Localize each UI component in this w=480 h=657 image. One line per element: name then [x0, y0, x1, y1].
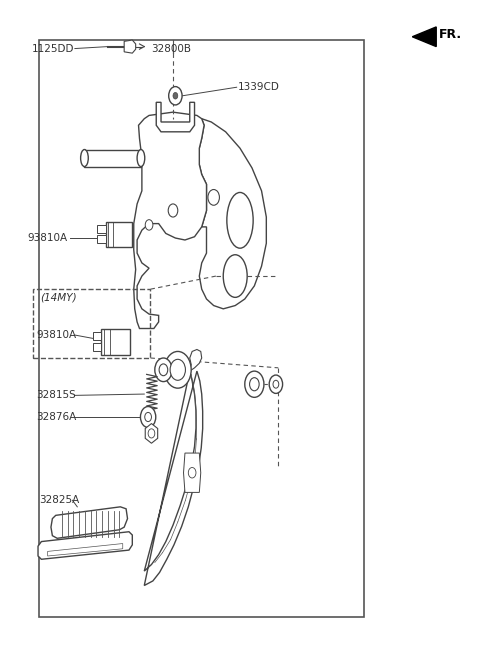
Text: 1125DD: 1125DD	[32, 43, 74, 54]
Circle shape	[273, 380, 279, 388]
Circle shape	[188, 468, 196, 478]
Polygon shape	[38, 532, 132, 559]
Circle shape	[159, 364, 168, 376]
Polygon shape	[124, 40, 136, 53]
Polygon shape	[183, 453, 201, 492]
Ellipse shape	[137, 150, 145, 167]
Circle shape	[269, 375, 283, 394]
Text: 93810A: 93810A	[36, 330, 77, 340]
Ellipse shape	[81, 150, 88, 167]
Polygon shape	[51, 507, 128, 538]
Text: 32800B: 32800B	[152, 43, 192, 54]
Circle shape	[145, 219, 153, 230]
Bar	[84, 150, 141, 167]
Circle shape	[170, 359, 185, 380]
Bar	[101, 328, 130, 355]
Polygon shape	[144, 371, 203, 585]
Circle shape	[148, 429, 155, 438]
Circle shape	[168, 204, 178, 217]
Text: 32825A: 32825A	[39, 495, 79, 505]
Circle shape	[164, 351, 191, 388]
Circle shape	[141, 407, 156, 428]
Bar	[39, 40, 364, 617]
Bar	[93, 343, 101, 351]
Ellipse shape	[227, 193, 253, 248]
Ellipse shape	[223, 255, 247, 298]
Text: (14MY): (14MY)	[40, 292, 77, 303]
Bar	[106, 221, 132, 246]
Circle shape	[245, 371, 264, 397]
Text: FR.: FR.	[439, 28, 462, 41]
Text: 93810A: 93810A	[27, 233, 67, 243]
Text: 1339CD: 1339CD	[238, 82, 279, 92]
Polygon shape	[199, 119, 266, 309]
Polygon shape	[145, 424, 157, 443]
Circle shape	[250, 378, 259, 391]
Polygon shape	[412, 27, 436, 47]
Bar	[93, 332, 101, 340]
Bar	[97, 225, 106, 233]
Bar	[33, 289, 151, 358]
Circle shape	[168, 87, 182, 105]
Polygon shape	[134, 112, 206, 328]
Bar	[97, 235, 106, 243]
Circle shape	[208, 189, 219, 205]
Polygon shape	[190, 350, 202, 371]
Circle shape	[145, 413, 152, 422]
Polygon shape	[156, 102, 194, 132]
Circle shape	[173, 93, 178, 99]
Polygon shape	[48, 543, 123, 556]
Text: 32876A: 32876A	[36, 412, 77, 422]
Text: 32815S: 32815S	[36, 390, 76, 400]
Circle shape	[155, 358, 172, 382]
